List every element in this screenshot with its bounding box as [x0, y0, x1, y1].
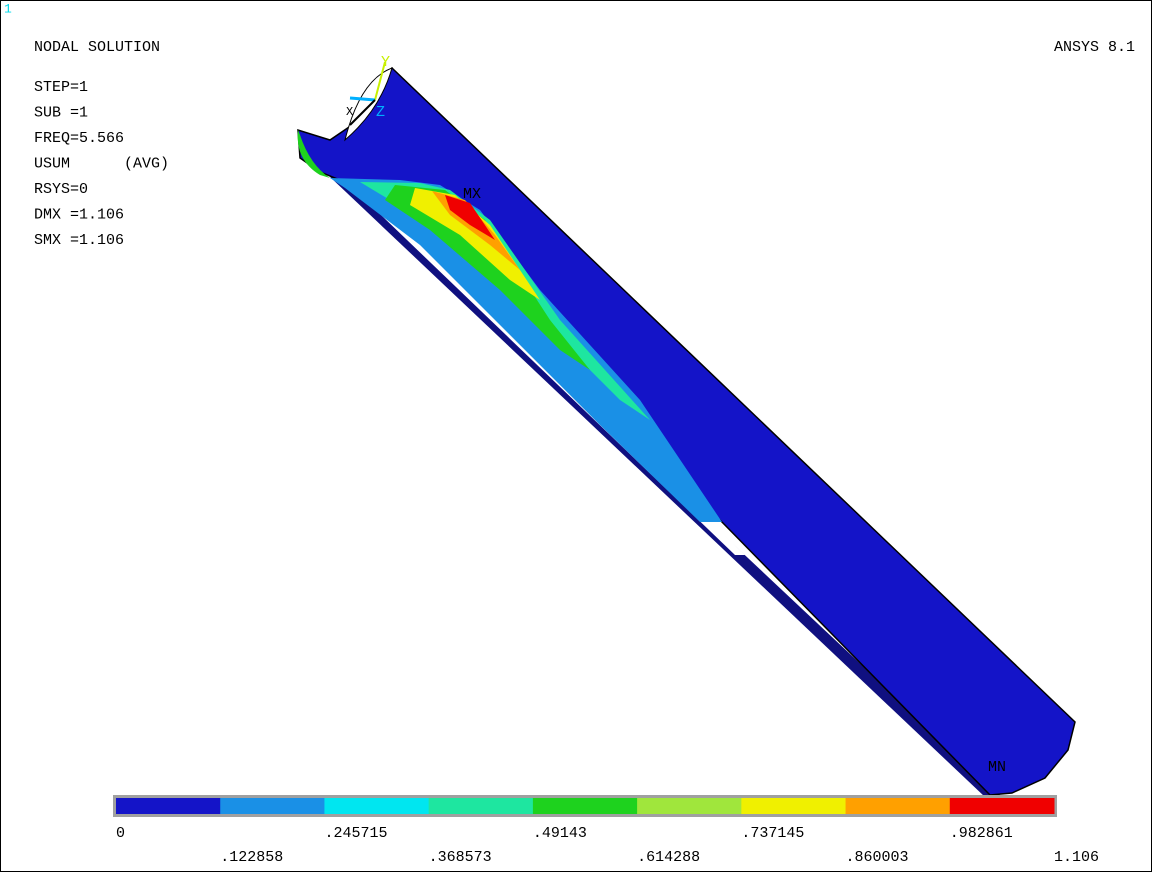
triad-label: Y — [381, 54, 390, 71]
legend-label: 1.106 — [1054, 849, 1099, 866]
info-line: STEP=1 — [34, 79, 88, 96]
legend-swatch — [220, 798, 325, 814]
info-line: FREQ=5.566 — [34, 130, 124, 147]
info-line: USUM (AVG) — [34, 155, 169, 172]
legend-label: .860003 — [846, 849, 909, 866]
page: 1 NODAL SOLUTION ANSYS 8.1 STEP=1 SUB =1 F… — [0, 0, 1152, 872]
legend-swatch — [950, 798, 1055, 814]
legend-label: .737145 — [741, 825, 804, 842]
legend-swatch — [324, 798, 429, 814]
legend-label: .982861 — [950, 825, 1013, 842]
info-line: RSYS=0 — [34, 181, 88, 198]
legend-label: .245715 — [324, 825, 387, 842]
legend-swatch — [846, 798, 951, 814]
legend-swatch — [116, 798, 221, 814]
legend-label: .368573 — [429, 849, 492, 866]
info-line: SMX =1.106 — [34, 232, 124, 249]
triad-axis — [350, 98, 375, 100]
legend-swatch — [637, 798, 742, 814]
max-marker: MX — [463, 186, 481, 203]
window-number: 1 — [4, 1, 12, 16]
product-label: ANSYS 8.1 — [1054, 39, 1135, 56]
legend-swatch — [533, 798, 638, 814]
legend-label: .614288 — [637, 849, 700, 866]
triad-label: Z — [376, 104, 385, 121]
legend-label: .49143 — [533, 825, 587, 842]
info-line: DMX =1.106 — [34, 206, 124, 223]
legend-swatch — [429, 798, 534, 814]
info-line: SUB =1 — [34, 104, 88, 121]
min-marker: MN — [988, 759, 1006, 776]
legend-label: 0 — [116, 825, 125, 842]
triad-label: X — [346, 105, 353, 119]
plot-title: NODAL SOLUTION — [34, 39, 160, 56]
legend-label: .122858 — [220, 849, 283, 866]
legend-swatch — [741, 798, 846, 814]
graphics-window: 1 NODAL SOLUTION ANSYS 8.1 STEP=1 SUB =1 F… — [0, 0, 1152, 872]
